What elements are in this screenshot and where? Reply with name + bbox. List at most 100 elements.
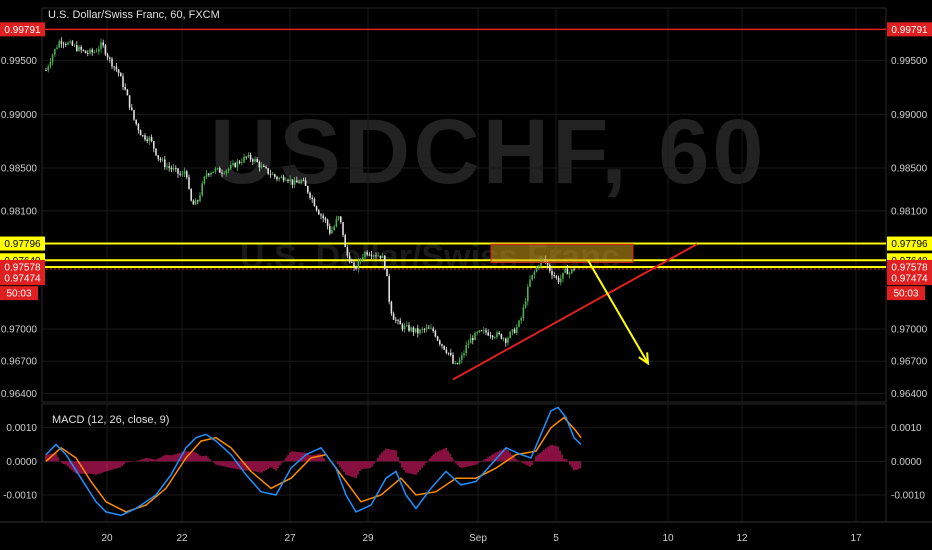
candle-body [100, 42, 102, 49]
chart-axes: 20 22 27 29 Sep 5 10 12 17 0.99500 0.99500 0.99000 0… [1, 56, 928, 544]
candle-body [434, 331, 437, 337]
candle-body [531, 274, 533, 280]
candle-body [485, 330, 487, 333]
candle-body [397, 320, 399, 322]
candle-body [234, 163, 236, 168]
candle-body [454, 362, 456, 364]
candle-body [304, 180, 307, 186]
candle-body [62, 43, 65, 45]
macd-tick-right: -0.0010 [891, 491, 925, 502]
candle-body [142, 135, 144, 137]
candle-body [329, 226, 331, 234]
candle-body [388, 276, 390, 302]
countdown-badge-left [0, 286, 38, 301]
candle-body [98, 48, 100, 52]
candle-body [410, 327, 412, 331]
y-tick-label-right: 0.96400 [891, 389, 928, 400]
y-tick-label-left: 0.96400 [1, 389, 38, 400]
candle-body [483, 330, 485, 332]
candle-body [95, 51, 98, 53]
candle-body [265, 166, 267, 169]
candle-body [520, 317, 522, 321]
candle-body [458, 359, 461, 364]
price-badge-bg [0, 236, 45, 251]
candle-body [227, 168, 230, 171]
candle-body [159, 158, 162, 161]
candle-body [324, 218, 327, 220]
candle-body [179, 173, 181, 175]
candle-body [223, 173, 225, 175]
candle-body [439, 340, 441, 345]
candle-body [300, 180, 302, 184]
candle-body [280, 176, 283, 178]
candle-body [505, 338, 507, 343]
candle-body [274, 174, 276, 177]
candle-body [326, 219, 329, 227]
chart-title[interactable]: U.S. Dollar/Swiss Franc, 60, FXCM [48, 9, 220, 21]
candle-body [82, 49, 85, 51]
candle-body [331, 229, 333, 234]
candle-body [150, 137, 153, 142]
candle-body [456, 362, 459, 364]
price-badge-left: 0.99791 [0, 22, 45, 37]
candle-body [289, 179, 291, 182]
candle-body [403, 325, 406, 330]
candle-body [263, 165, 265, 167]
candle-body [359, 259, 362, 262]
candle-body [478, 330, 481, 333]
candle-body [201, 183, 203, 196]
candle-body [564, 268, 566, 273]
chart-grid [0, 7, 932, 523]
price-badge-left: 0.97796 [0, 236, 45, 251]
candle-body [375, 255, 377, 257]
macd-tick-left: 0.0000 [6, 457, 37, 468]
y-tick-label-left: 0.99500 [1, 56, 38, 67]
candle-body [161, 159, 164, 161]
candle-body [73, 45, 76, 47]
candle-body [373, 255, 375, 257]
candle-body [511, 329, 514, 332]
candle-body [203, 176, 206, 184]
candle-body [133, 110, 135, 120]
candle-body [428, 327, 430, 329]
candle-body [318, 210, 320, 215]
macd-title[interactable]: MACD (12, 26, close, 9) [52, 414, 170, 426]
candle-body [285, 179, 287, 181]
candle-body [269, 173, 272, 175]
candle-body [555, 276, 558, 278]
candle-body [441, 344, 443, 346]
candle-body [157, 155, 159, 159]
candle-body [139, 130, 142, 136]
candle-body [546, 261, 549, 266]
candle-body [252, 159, 254, 162]
candle-body [267, 168, 269, 174]
candle-body [208, 173, 210, 175]
candle-body [155, 148, 157, 156]
price-badge-text: 0.97578 [4, 262, 41, 273]
macd-panel [45, 406, 582, 517]
price-badge-right: 0.97578 [887, 259, 932, 274]
x-tick-label: 29 [362, 533, 374, 544]
price-badge-right: 0.97474 [887, 271, 932, 286]
candle-body [461, 355, 463, 360]
candle-body [287, 179, 289, 182]
candle-body [65, 44, 67, 45]
bearish-arrow-shaft [587, 259, 649, 364]
candle-body [452, 354, 454, 364]
candle-body [89, 49, 91, 54]
price-badge-left: 0.97474 [0, 271, 45, 286]
macd-tick-left: 0.0010 [6, 423, 37, 434]
candle-body [450, 352, 452, 355]
candle-body [315, 206, 318, 211]
candle-body [573, 269, 575, 270]
candle-body [109, 57, 111, 59]
candle-body [496, 332, 498, 338]
candle-body [282, 176, 285, 181]
candle-body [148, 137, 151, 142]
candle-body [276, 176, 278, 180]
candle-body [230, 164, 232, 169]
candle-body [113, 66, 115, 68]
y-tick-label-left: 0.97000 [1, 324, 38, 335]
candle-body [115, 66, 118, 70]
